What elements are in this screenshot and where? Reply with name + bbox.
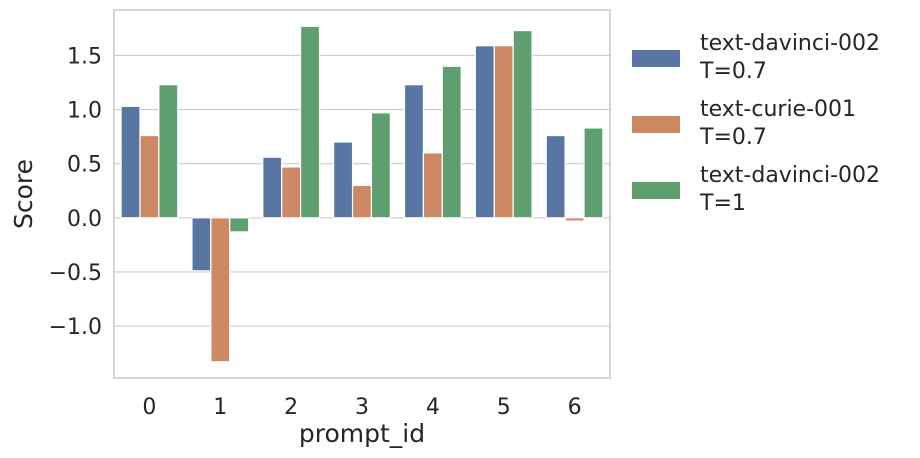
x-tick-label: 1 [213,395,227,420]
legend: text-davinci-002 T=0.7 text-curie-001 T=0.7… [632,31,880,216]
y-tick-label: 0.0 [67,207,102,232]
x-tick-labels: 0 1 2 3 4 5 6 [142,395,581,420]
bar [351,184,373,219]
legend-label: text-davinci-002 [700,31,880,56]
bar [139,134,160,219]
x-tick-label: 6 [568,395,582,420]
bar [441,65,462,219]
legend-label: text-curie-001 [700,97,856,122]
x-axis-label: prompt_id [299,419,425,448]
x-tick-label: 0 [142,395,156,420]
y-tick-label: 0.5 [67,153,102,178]
bar [545,134,566,219]
x-tick-label: 3 [355,395,369,420]
bar [191,217,212,272]
x-tick-label: 5 [497,395,511,420]
bar [512,29,533,219]
bar [422,152,443,219]
legend-swatch [632,182,680,199]
y-tick-label: 1.0 [67,99,102,124]
plot-frame [113,9,611,379]
bar [333,141,354,219]
legend-swatch [632,116,680,133]
legend-label: text-davinci-002 [700,163,880,188]
y-tick-label: 1.5 [67,44,102,69]
bar [493,45,514,219]
bar [474,45,495,219]
bar [262,156,283,219]
x-tick-label: 2 [284,395,298,420]
legend-label: T=1 [699,191,746,216]
bar [210,217,231,363]
bar [299,25,321,219]
legend-label: T=0.7 [699,125,767,150]
bar [403,84,425,219]
y-axis-label: Score [9,159,38,229]
legend-swatch [632,50,680,67]
bar [229,217,250,233]
x-tick-label: 4 [426,395,440,420]
y-tick-label: −1.0 [49,315,102,340]
bar [583,127,604,219]
bar [120,105,141,219]
y-tick-labels: −1.0 −0.5 0.0 0.5 1.0 1.5 [49,44,102,340]
bar [158,84,179,219]
bar [281,166,302,219]
y-tick-label: −0.5 [49,261,102,286]
bars-layer [120,25,604,363]
bar [370,112,391,219]
legend-label: T=0.7 [699,59,767,84]
bar [564,217,585,222]
